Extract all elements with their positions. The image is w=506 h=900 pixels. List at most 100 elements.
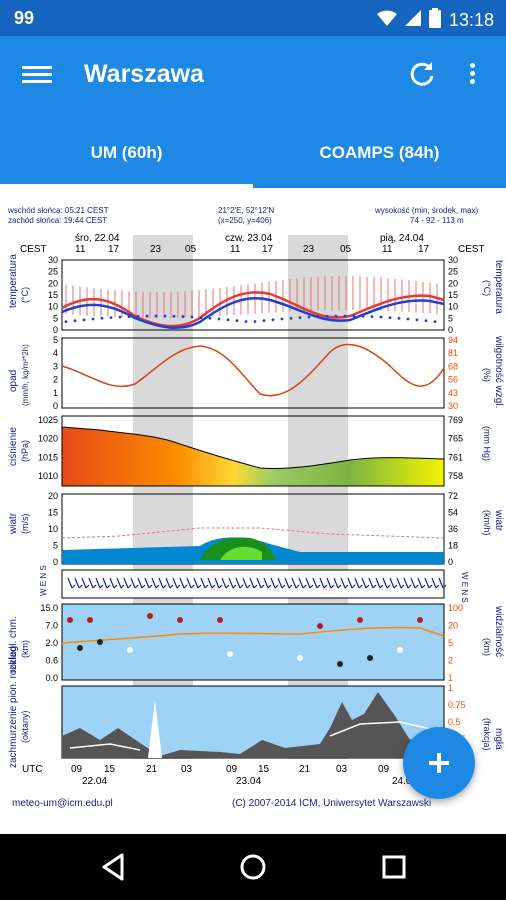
cloud-base-marker <box>97 639 103 645</box>
status-bar: 99 13:18 <box>0 0 506 36</box>
dewpoint-dot <box>415 318 419 322</box>
wind-direction-panel <box>61 569 447 599</box>
footer-email: meteo-um@icm.edu.pl <box>12 798 113 809</box>
date-bottom-2: 23.04 <box>236 776 261 787</box>
axis-tick-label: 15 <box>48 508 58 518</box>
grid-text: (x=250, y=406) <box>218 216 272 225</box>
cloud-base-marker <box>357 617 363 623</box>
wind-direction-arrow <box>389 577 398 589</box>
height-label: wysokość (min, środek, max) <box>374 206 478 215</box>
more-options-button[interactable] <box>460 60 484 92</box>
press-right-unit: (mm Hg) <box>482 426 492 461</box>
axis-tick-label: 20 <box>448 621 458 631</box>
axis-tick-label: 10 <box>48 524 58 534</box>
wind-direction-arrow <box>396 577 405 589</box>
dewpoint-dot <box>154 314 158 318</box>
axis-tick-label: 2 <box>448 656 453 666</box>
humidity-line <box>61 343 445 397</box>
axis-tick-label: 5 <box>448 638 453 648</box>
axis-tick-label: 0 <box>53 325 58 335</box>
wind-direction-arrow <box>74 577 83 589</box>
dewpoint-dot <box>352 314 356 318</box>
back-button[interactable] <box>96 849 132 885</box>
dewpoint-dot <box>397 316 401 320</box>
axis-tick-label: 43 <box>448 388 458 398</box>
cloud-base-marker <box>297 655 303 661</box>
axis-tick-label: 0 <box>53 401 58 411</box>
wind-panel: 20 15 10 5 0 72 54 36 18 0 <box>48 491 458 567</box>
cloud-right-unit: (frakcja) <box>482 718 492 751</box>
page-title: Warszawa <box>84 60 204 88</box>
menu-button[interactable] <box>22 62 52 92</box>
dewpoint-dot <box>334 314 338 318</box>
wind-direction-arrow <box>130 577 139 589</box>
cloud-base-marker <box>417 617 423 623</box>
axis-tick-label: 1020 <box>38 434 58 444</box>
dewpoint-dot <box>424 319 428 323</box>
axis-tick-label: 761 <box>448 452 463 462</box>
navigation-bar <box>0 834 506 900</box>
hour-top-label: 17 <box>108 244 120 255</box>
coords-text: 21°2'E, 52°12'N <box>218 206 274 215</box>
dewpoint-dot <box>217 317 221 321</box>
wind-direction-arrow <box>333 577 342 589</box>
precip-left-label: opad <box>8 370 19 392</box>
cloud-base-marker <box>77 645 83 651</box>
axis-tick-label: 7.0 <box>45 621 58 631</box>
dewpoint-dot <box>100 316 104 320</box>
axis-tick-label: 56 <box>448 375 458 385</box>
refresh-icon <box>410 62 434 86</box>
axis-tick-label: 10 <box>48 302 58 312</box>
cest-left: CEST <box>20 244 47 255</box>
refresh-button[interactable] <box>406 58 438 90</box>
axis-tick-label: 10 <box>448 302 458 312</box>
add-button[interactable] <box>403 727 475 799</box>
wind-right-label: wiatr <box>493 509 504 532</box>
dewpoint-dot <box>145 314 149 318</box>
axis-tick-label: 36 <box>448 524 458 534</box>
meteogram-image[interactable]: wschód słońca: 05:21 CEST zachód słońca:… <box>0 188 506 832</box>
axis-tick-label: 30 <box>48 255 58 265</box>
wind-direction-arrow <box>249 577 258 589</box>
tab-coamps[interactable]: COAMPS (84h) <box>319 143 440 162</box>
dewpoint-dot <box>379 315 383 319</box>
vis-right-label: widzialność <box>493 605 504 657</box>
axis-tick-label: 20 <box>48 278 58 288</box>
precip-left-unit: (mm/h, kg/m²*2h) <box>21 344 30 406</box>
hour-bottom-label: 09 <box>71 764 83 775</box>
cloud-base-marker <box>87 617 93 623</box>
hour-bottom-label: 03 <box>336 764 348 775</box>
wifi-icon <box>376 10 397 31</box>
footer-copyright: (C) 2007-2014 ICM, Uniwersytet Warszawsk… <box>232 798 431 809</box>
tab-um[interactable]: UM (60h) <box>90 143 163 162</box>
precip-right-label: wilgotność wzgl. <box>493 335 504 408</box>
axis-tick-label: 1 <box>53 388 58 398</box>
wind-direction-arrow <box>242 577 251 589</box>
wind-direction-arrow <box>340 577 349 589</box>
cloud-left-unit: (oktany) <box>20 710 30 743</box>
axis-tick-label: 5 <box>53 313 58 323</box>
signal-icon <box>404 10 421 31</box>
cloud-base-marker <box>397 647 403 653</box>
axis-tick-label: 30 <box>448 255 458 265</box>
wind-direction-arrow <box>200 577 209 589</box>
cloud-base-marker <box>317 623 323 629</box>
wind-direction-arrow <box>312 577 321 589</box>
home-button[interactable] <box>235 849 271 885</box>
recents-button[interactable] <box>376 849 412 885</box>
hour-top-label: 17 <box>262 244 274 255</box>
cloud-base-marker <box>147 613 153 619</box>
vis-left-label: rozległ. chm. <box>8 616 19 673</box>
dewpoint-dot <box>136 314 140 318</box>
wind-direction-arrow <box>179 577 188 589</box>
wind-direction-arrow <box>137 577 146 589</box>
wind-dir-right: W E N S <box>460 572 469 603</box>
wind-direction-arrow <box>270 577 279 589</box>
axis-tick-label: 769 <box>448 415 463 425</box>
dewpoint-dot <box>163 314 167 318</box>
press-left-unit: (hPa) <box>20 440 30 462</box>
axis-tick-label: 1 <box>448 683 453 693</box>
wind-right-unit: (km/h) <box>482 510 492 536</box>
cloud-base-marker <box>67 617 73 623</box>
wind-direction-arrow <box>172 577 181 589</box>
